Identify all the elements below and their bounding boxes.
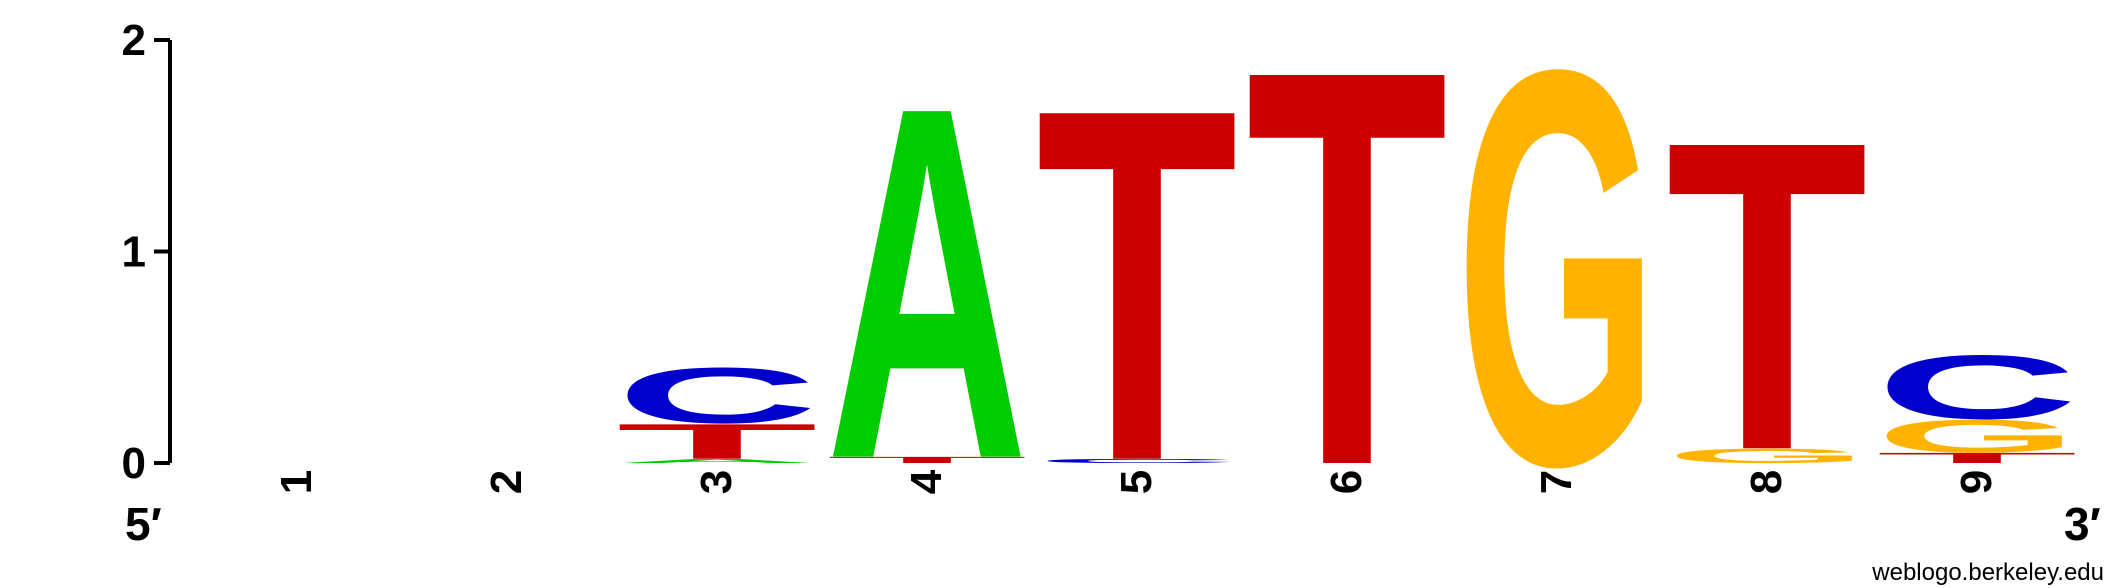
- logo-letter-t: T: [1876, 450, 2078, 466]
- logo-letter-c: C: [1876, 337, 2078, 439]
- position-label: 8: [1742, 470, 1791, 494]
- credit-text: weblogo.berkeley.edu: [1871, 559, 2104, 586]
- y-tick-label: 0: [122, 439, 146, 488]
- y-tick-label: 1: [122, 228, 146, 277]
- logo-letter-g: G: [1666, 444, 1868, 467]
- logo-letter-a: A: [826, 3, 1028, 564]
- logo-letter-t: T: [1666, 49, 1868, 542]
- position-label: 9: [1952, 470, 2001, 494]
- position-label: 5: [1112, 470, 1161, 494]
- position-label: 3: [692, 470, 741, 494]
- y-tick-label: 2: [122, 16, 146, 65]
- logo-letter-t: T: [1246, 0, 1448, 583]
- logo-letter-t: T: [1036, 5, 1238, 566]
- logo-letter-g: G: [1456, 0, 1658, 584]
- logo-letter-t: T: [616, 414, 818, 470]
- position-labels: 1 2 3 4 5 6 7 8 9: [272, 469, 2001, 494]
- logo-letter-c: C: [616, 351, 818, 440]
- logo-letter-t: T: [826, 455, 1028, 465]
- position-label: 2: [482, 470, 531, 494]
- position-label: 6: [1322, 470, 1371, 494]
- position-label: 1: [272, 470, 321, 494]
- logo-letter-c: C: [1036, 458, 1238, 465]
- position-label: 4: [902, 469, 951, 494]
- y-ticks: 0 1 2: [122, 16, 170, 488]
- five-prime-label: 5′: [125, 498, 162, 550]
- position-label: 7: [1532, 470, 1581, 494]
- logo-letter-a: A: [616, 458, 818, 465]
- logo-letter-g: G: [1876, 410, 2078, 463]
- three-prime-label: 3′: [2064, 498, 2101, 550]
